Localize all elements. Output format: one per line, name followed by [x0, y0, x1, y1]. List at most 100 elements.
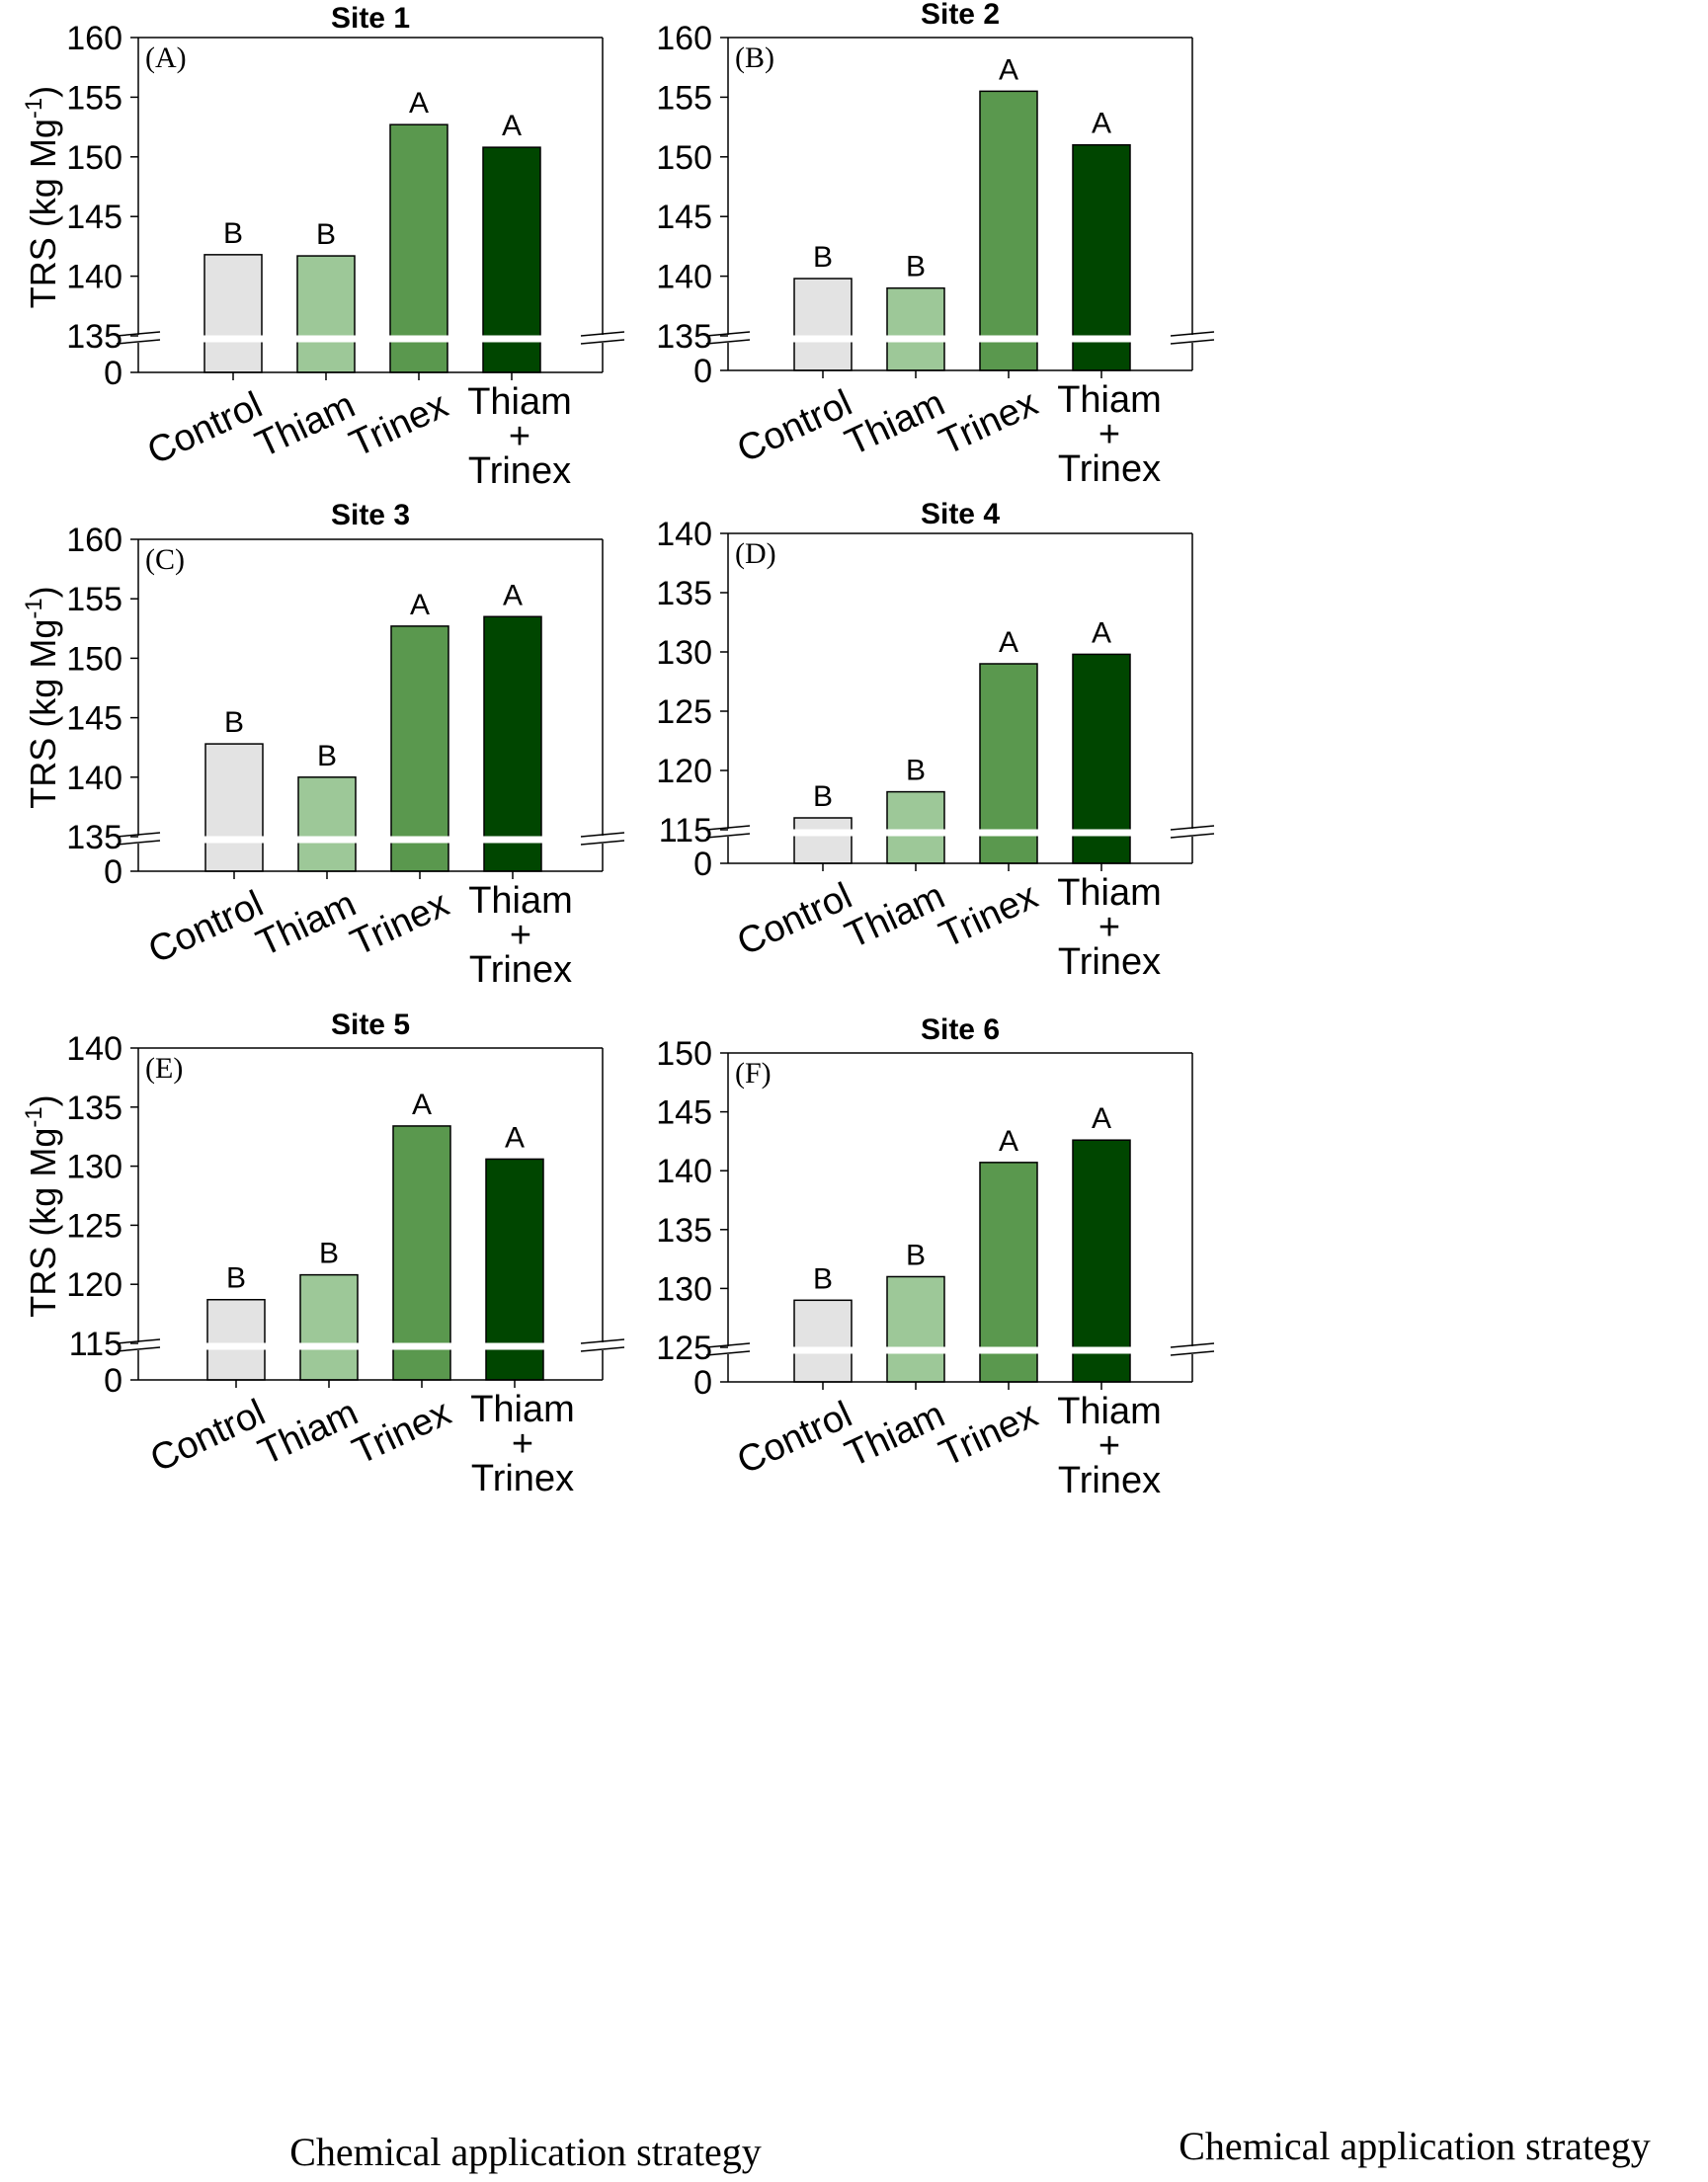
y-axis-label-close: )	[23, 586, 63, 598]
y-tick-label: 120	[656, 753, 712, 790]
chart-title: Site 5	[331, 1009, 410, 1041]
y-tick-label: 130	[66, 1149, 122, 1186]
chart-panel-2: Site 2B BAA1601551501451401350(B)ControlT…	[656, 0, 1215, 490]
x-tick-label-combo-line2: +	[1098, 907, 1120, 948]
bar-2	[886, 286, 945, 371]
x-axis-label-right: Chemical application strategy	[1179, 2124, 1651, 2168]
axis-break-gap	[135, 836, 141, 844]
x-tick-label-thiam: Thiam	[249, 384, 361, 466]
y-axis-label-close: )	[23, 86, 63, 98]
significance-letter: A	[503, 579, 523, 611]
axis-break-mark-left	[705, 825, 751, 831]
x-tick-label-combo-line1: Thiam	[1057, 1391, 1162, 1432]
axis-break-gap	[725, 335, 731, 343]
axis-break-mark-left	[705, 833, 751, 839]
bar-1	[793, 1299, 853, 1383]
bar-3	[389, 123, 448, 373]
axis-break-mark-right	[1170, 1350, 1215, 1356]
significance-letter: B	[906, 251, 926, 283]
y-axis-label-superscript: -1	[21, 98, 47, 119]
y-tick-label: 135	[656, 318, 712, 356]
x-tick-label-combo-line3: Trinex	[1058, 1460, 1161, 1501]
x-tick-label-trinex: Trinex	[347, 1392, 457, 1473]
axis-break-mark-left	[116, 840, 161, 846]
x-tick-label-trinex: Trinex	[934, 382, 1044, 463]
bar-1	[793, 278, 853, 371]
significance-letter: B	[316, 218, 336, 251]
y-tick-label: 160	[66, 20, 122, 57]
y-tick-label: 150	[656, 1035, 712, 1073]
significance-letter: A	[1092, 1102, 1111, 1135]
bar-1	[206, 1298, 266, 1381]
y-tick-label: 115	[69, 1326, 122, 1363]
bar-4	[482, 146, 541, 373]
x-tick-label-combo-line2: +	[509, 416, 530, 457]
x-tick-label-combo-line1: Thiam	[1057, 872, 1162, 914]
bar-3	[390, 625, 449, 872]
axis-break-gap	[135, 335, 141, 343]
axis-break-mark-left	[116, 1346, 161, 1352]
axis-break-mark-left	[116, 832, 161, 838]
x-tick-label-thiam: Thiam	[839, 1394, 950, 1476]
axis-break-mark-left	[116, 331, 161, 337]
y-tick-label: 135	[656, 575, 712, 612]
y-tick-label: 135	[66, 819, 122, 856]
significance-letter: A	[409, 87, 429, 120]
significance-letter: B	[224, 706, 244, 739]
y-tick-label: 130	[656, 1270, 712, 1308]
bar-3	[979, 1162, 1038, 1383]
y-axis-label-text: TRS (kg Mg	[23, 1128, 63, 1318]
significance-letter: B	[317, 740, 337, 772]
bar-4	[1072, 1139, 1131, 1383]
x-tick-label-trinex: Trinex	[344, 384, 454, 465]
axis-break-gap	[725, 829, 731, 837]
y-tick-label: 130	[656, 634, 712, 672]
y-tick-label: 115	[659, 812, 712, 849]
chart-title: Site 4	[921, 498, 1000, 530]
significance-letter: A	[999, 1125, 1018, 1158]
x-tick-label-combo-line1: Thiam	[470, 1389, 575, 1430]
y-tick-label: 145	[656, 1094, 712, 1132]
bar-3	[979, 90, 1038, 371]
axis-break-mark-right	[580, 1346, 625, 1352]
y-axis-label-superscript: -1	[21, 598, 47, 618]
y-axis-label-close: )	[23, 1094, 63, 1106]
x-tick-label-thiam: Thiam	[250, 883, 362, 965]
axis-break-mark-left	[705, 339, 751, 345]
y-tick-label: 0	[693, 1364, 712, 1402]
y-tick-label: 120	[66, 1266, 122, 1304]
bar-4	[483, 615, 542, 872]
y-axis-label: TRS (kg Mg-1)	[21, 586, 63, 808]
axis-break-mark-left	[705, 1342, 751, 1348]
significance-letter: B	[226, 1262, 246, 1295]
significance-letter: A	[999, 53, 1018, 86]
y-tick-label: 0	[104, 355, 122, 392]
x-tick-label-combo-line3: Trinex	[468, 450, 571, 492]
y-axis-label-text: TRS (kg Mg	[23, 119, 63, 308]
axis-break-gap	[135, 1342, 141, 1350]
panel-label: (D)	[735, 537, 776, 570]
y-tick-label: 0	[693, 846, 712, 883]
y-tick-label: 135	[656, 1212, 712, 1250]
panel-label: (B)	[735, 41, 774, 74]
bar-2	[297, 776, 357, 872]
bar-2	[886, 790, 945, 864]
x-tick-label-thiam: Thiam	[839, 382, 950, 464]
y-tick-label: 150	[656, 139, 712, 177]
significance-letter: B	[906, 1239, 926, 1271]
y-tick-label: 155	[66, 581, 122, 618]
axis-break-mark-right	[580, 331, 625, 337]
significance-letter: A	[1092, 108, 1111, 140]
x-tick-label-combo-line3: Trinex	[1058, 941, 1161, 983]
significance-letter: A	[999, 626, 1018, 659]
axis-break-mark-left	[705, 331, 751, 337]
y-tick-label: 0	[693, 353, 712, 390]
y-tick-label: 155	[66, 79, 122, 117]
y-axis-label-text: TRS (kg Mg	[23, 619, 63, 809]
axis-break-mark-left	[705, 1350, 751, 1356]
y-axis-label-superscript: -1	[21, 1106, 47, 1127]
significance-letter: B	[223, 217, 243, 250]
significance-letter: A	[1092, 616, 1111, 649]
